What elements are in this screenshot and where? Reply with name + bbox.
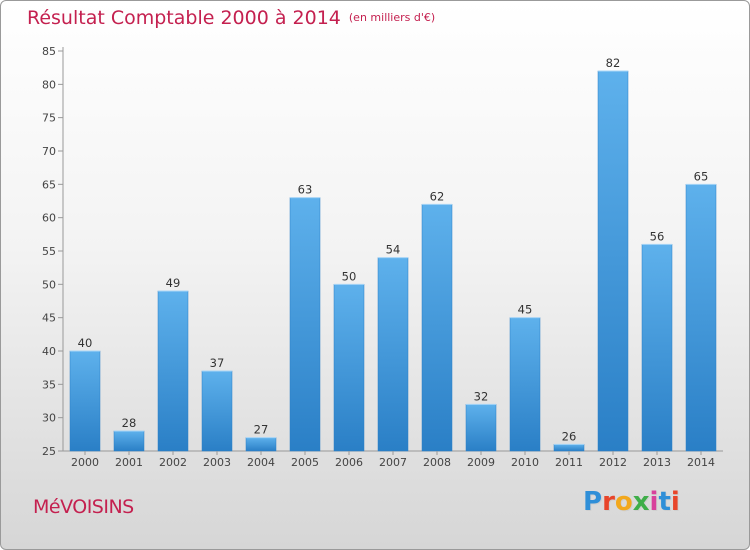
bar-2006 [333,284,365,452]
x-tick-label: 2009 [467,456,495,469]
chart-title: Résultat Comptable 2000 à 2014 (en millie… [27,7,435,29]
y-tick-label: 80 [42,78,56,91]
bar-2002 [157,290,189,452]
proxiti-logo: Proxiti [583,487,680,517]
bar-value-label: 62 [430,189,445,203]
y-tick-label: 85 [42,45,56,58]
y-tick-label: 35 [42,378,56,391]
x-tick-label: 2006 [335,456,363,469]
x-tick-label: 2005 [291,456,319,469]
bar-2009 [465,404,497,452]
bar-2005 [289,197,321,452]
bar-2000 [69,350,101,452]
x-tick-label: 2000 [71,456,99,469]
logo-letter: t [658,487,671,517]
y-tick-label: 70 [42,145,56,158]
y-tick-label: 40 [42,345,56,358]
x-tick-label: 2007 [379,456,407,469]
chart-subtitle: (en milliers d'€) [348,11,436,24]
bar-value-label: 50 [342,269,357,283]
x-tick-label: 2002 [159,456,187,469]
title-text: Résultat Comptable 2000 à 2014 [27,7,341,29]
x-tick-label: 2010 [511,456,539,469]
bar-value-label: 56 [650,229,665,243]
x-tick-label: 2012 [599,456,627,469]
bar-2010 [509,317,541,452]
bar-2011 [553,444,585,452]
logo-letter: x [632,487,650,517]
bar-value-label: 65 [694,169,709,183]
bar-2012 [597,70,629,452]
logo-letter: i [649,487,659,517]
logo-letter: P [583,487,603,517]
x-tick-label: 2014 [687,456,715,469]
bar-2001 [113,430,145,452]
bar-2014 [685,184,717,452]
logo-letter: i [670,487,680,517]
bar-value-label: 54 [386,243,401,257]
x-tick-label: 2004 [247,456,275,469]
x-tick-label: 2008 [423,456,451,469]
bar-2013 [641,244,673,452]
bar-value-label: 40 [78,336,93,350]
y-tick-label: 25 [42,445,56,458]
y-tick-label: 75 [42,112,56,125]
logo-letter: r [602,487,615,517]
bar-2008 [421,204,453,452]
x-tick-label: 2003 [203,456,231,469]
x-tick-label: 2013 [643,456,671,469]
y-tick-label: 60 [42,212,56,225]
x-tick-label: 2011 [555,456,583,469]
bar-2004 [245,437,277,452]
bar-2007 [377,257,409,452]
bar-value-label: 37 [210,356,225,370]
bar-value-label: 63 [298,183,313,197]
bar-value-label: 32 [474,389,489,403]
x-tick-label: 2001 [115,456,143,469]
bar-value-label: 27 [254,423,269,437]
commune-name: MéVOISINS [33,496,134,518]
logo-letter: o [614,487,633,517]
y-tick-label: 45 [42,312,56,325]
bar-value-label: 45 [518,303,533,317]
y-tick-label: 65 [42,178,56,191]
bar-value-label: 26 [562,429,577,443]
bar-value-label: 82 [606,56,621,70]
bar-2003 [201,370,233,452]
y-tick-label: 30 [42,412,56,425]
bar-value-label: 28 [122,416,137,430]
y-tick-label: 50 [42,278,56,291]
y-tick-label: 55 [42,245,56,258]
bar-value-label: 49 [166,276,181,290]
